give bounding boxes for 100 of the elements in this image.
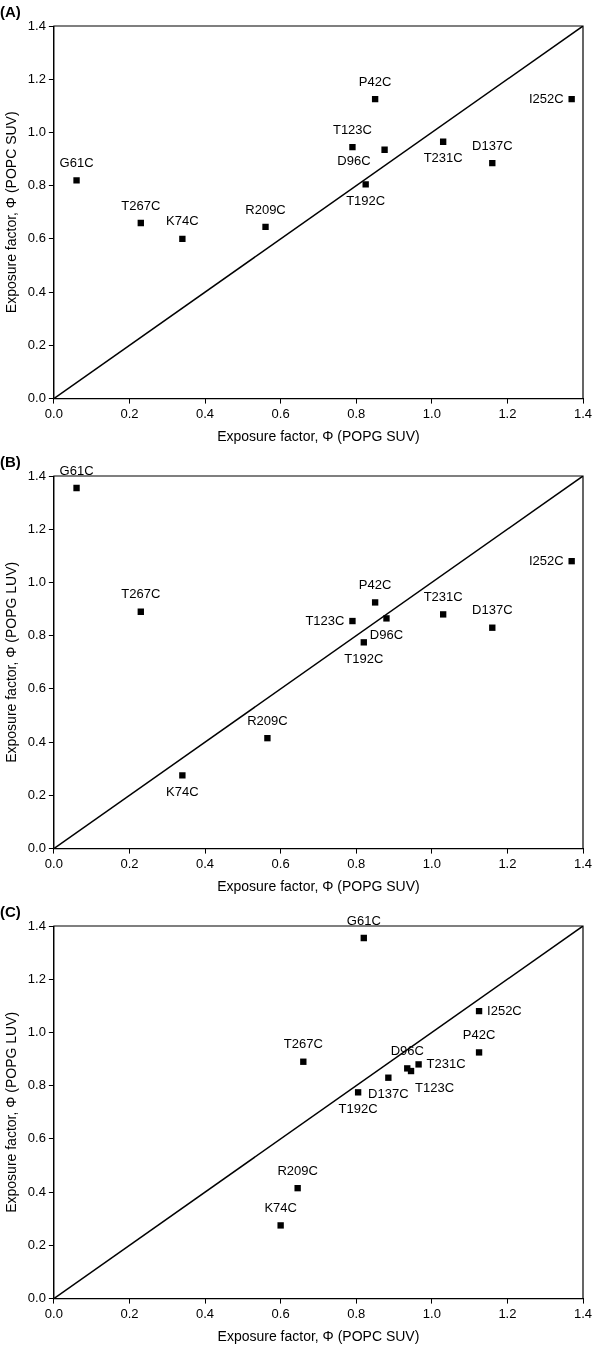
y-tick-label: 0.0 (27, 1290, 46, 1306)
x-tick-label: 0.0 (44, 855, 63, 871)
point (383, 615, 390, 622)
y-tick-label: 0.8 (27, 1077, 46, 1093)
point (73, 484, 80, 492)
x-tick-label: 0.8 (347, 405, 366, 421)
x-tick-label: 0.0 (44, 405, 63, 421)
point (264, 734, 271, 742)
point (277, 1222, 284, 1229)
y-tick-label: 0.0 (27, 840, 46, 856)
x-tick-label: 0.4 (196, 405, 215, 421)
annotation: T192C (338, 1100, 378, 1116)
annotation: G61C (59, 462, 94, 478)
annotation: D137C (472, 602, 513, 618)
annotation: I252C (528, 552, 564, 568)
point (404, 1065, 411, 1072)
annotation: T192C (344, 650, 384, 666)
y-axis-title: Exposure factor, Φ (POPC SUV) (3, 111, 20, 314)
y-tick-label: 0.8 (27, 177, 46, 193)
point (360, 639, 367, 646)
annotation: P42C (358, 73, 392, 89)
annotation: G61C (59, 154, 94, 170)
annotation: D137C (368, 1086, 409, 1102)
annotation: I252C (487, 1002, 522, 1018)
x-tick-label: 1.4 (573, 1305, 593, 1321)
y-tick-label: 1.4 (27, 467, 46, 483)
y-tick-label: 1.2 (27, 970, 46, 986)
x-tick-label: 1.2 (498, 1305, 517, 1321)
annotation: G61C (346, 912, 381, 928)
x-tick-label: 0.8 (347, 1305, 366, 1321)
annotation: I252C (528, 90, 564, 106)
annotation: T192C (346, 192, 386, 208)
chart-title: (A) (0, 3, 21, 21)
y-tick-label: 0.4 (27, 1183, 46, 1199)
point (415, 1061, 422, 1068)
point (354, 1089, 362, 1096)
annotation: K74C (166, 213, 199, 229)
y-tick-label: 0.6 (27, 1130, 46, 1146)
annotation: T123C (332, 121, 372, 137)
point (349, 143, 356, 151)
point (179, 772, 186, 779)
point (381, 146, 388, 153)
x-tick-label: 0.4 (196, 1305, 215, 1321)
y-tick-label: 0.0 (27, 390, 46, 406)
x-tick-label: 0.2 (120, 405, 139, 421)
annotation: T231C (426, 1055, 466, 1071)
annotation: T123C (415, 1079, 455, 1095)
point (385, 1074, 392, 1081)
annotation: D137C (472, 137, 513, 153)
y-tick-label: 1.2 (27, 70, 46, 86)
annotation: R209C (245, 201, 286, 217)
chart-title: (C) (0, 903, 21, 921)
point (371, 599, 379, 606)
y-tick-label: 0.6 (27, 680, 46, 696)
point (362, 181, 369, 188)
y-tick-label: 0.4 (27, 283, 46, 299)
y-tick-label: 1.4 (27, 917, 46, 933)
y-tick-label: 1.4 (27, 17, 46, 33)
point (179, 235, 186, 243)
y-tick-label: 1.0 (27, 574, 46, 590)
x-tick-label: 1.4 (573, 405, 593, 421)
y-tick-label: 0.8 (27, 627, 46, 643)
y-tick-label: 0.6 (27, 230, 46, 246)
y-tick-label: 0.4 (27, 733, 46, 749)
x-axis-title: Exposure factor, Φ (POPG SUV) (217, 878, 420, 895)
point (568, 557, 575, 565)
y-tick-label: 1.0 (27, 1024, 46, 1040)
annotation: D96C (337, 153, 371, 169)
annotation: T267C (121, 197, 161, 213)
annotation: T267C (283, 1036, 323, 1052)
chart-title: (B) (0, 453, 21, 471)
x-tick-label: 1.2 (498, 405, 517, 421)
x-tick-label: 0.4 (196, 855, 215, 871)
annotation: P42C (462, 1027, 496, 1042)
point (475, 1049, 483, 1056)
x-tick-label: 1.0 (422, 855, 441, 871)
x-tick-label: 1.2 (498, 855, 517, 871)
x-tick-label: 1.0 (422, 1305, 441, 1321)
y-tick-label: 1.0 (27, 124, 46, 140)
x-tick-label: 0.2 (120, 1305, 139, 1321)
annotation: T231C (423, 588, 463, 604)
y-tick-label: 0.2 (27, 786, 46, 802)
x-axis-title: Exposure factor, Φ (POPG SUV) (217, 428, 420, 445)
point (439, 611, 447, 618)
x-tick-label: 1.0 (422, 405, 441, 421)
annotation: K74C (166, 783, 199, 799)
y-tick-label: 1.2 (27, 520, 46, 536)
y-axis-title: Exposure factor, Φ (POPG LUV) (3, 1011, 20, 1213)
x-tick-label: 0.6 (271, 855, 290, 871)
x-tick-label: 0.8 (347, 855, 366, 871)
annotation: T267C (121, 586, 161, 602)
x-axis-title: Exposure factor, Φ (POPC SUV) (217, 1328, 420, 1345)
x-tick-label: 1.4 (573, 855, 593, 871)
point (73, 177, 80, 184)
x-tick-label: 0.6 (271, 405, 290, 421)
annotation: T123C (305, 612, 345, 628)
x-tick-label: 0.0 (44, 1305, 63, 1321)
y-tick-label: 0.2 (27, 336, 46, 352)
annotation: K74C (264, 1199, 297, 1215)
point (294, 1184, 301, 1192)
